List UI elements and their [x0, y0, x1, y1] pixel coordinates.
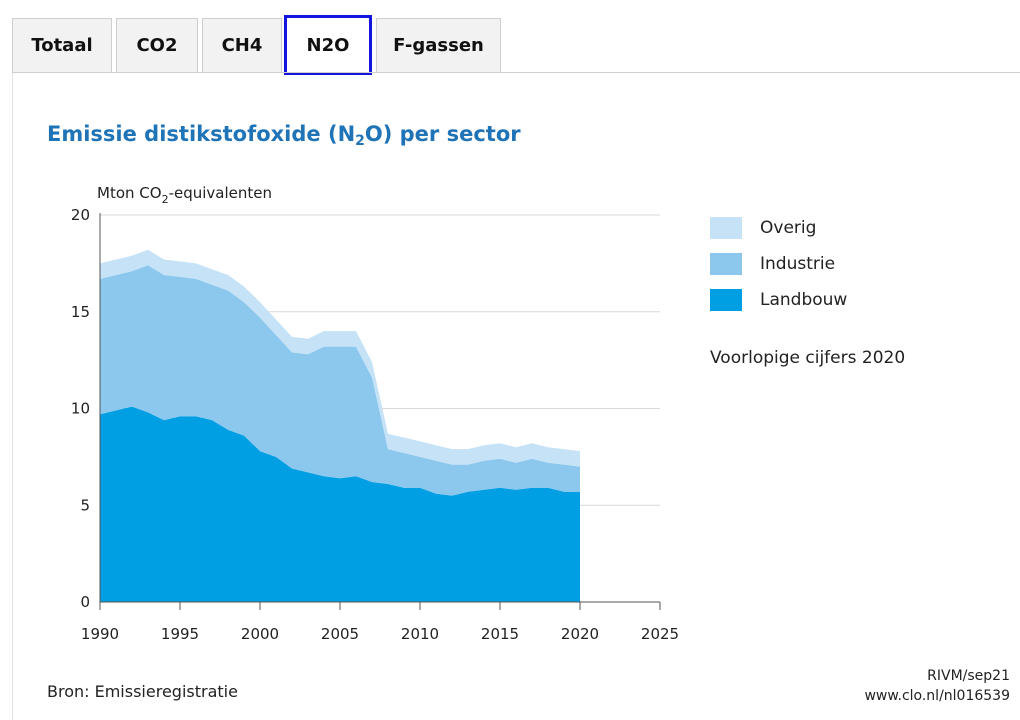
y-tick-label: 0: [80, 593, 90, 611]
x-tick-label: 2005: [321, 625, 359, 643]
tab-n2o[interactable]: N2O: [284, 15, 372, 75]
x-tick-label: 2025: [641, 625, 679, 643]
axes: 0 5 10 15 20 1990 1995 2000 2005 2010 2015 2020 2025: [71, 206, 679, 643]
area-overig: [100, 249, 580, 467]
y-tick-label: 15: [71, 303, 90, 321]
credit-line-1: RIVM/sep21: [927, 668, 1010, 684]
tab-ch4[interactable]: CH4: [202, 18, 282, 72]
legend-label-landbouw: Landbouw: [760, 290, 848, 310]
x-tick-label: 1990: [81, 625, 119, 643]
stacked-areas: [100, 249, 580, 602]
tab-underline: [12, 72, 1020, 73]
area-industrie: [100, 265, 580, 496]
tab-co2[interactable]: CO2: [116, 18, 198, 72]
legend-swatch-industrie: [710, 253, 742, 275]
area-landbouw: [100, 406, 580, 602]
panel-border: [12, 73, 13, 720]
y-unit-subscript: 2: [162, 193, 169, 206]
legend-label-overig: Overig: [760, 218, 817, 238]
credit-block: RIVM/sep21 www.clo.nl/nl016539: [864, 666, 1010, 706]
y-unit-rest: -equivalenten: [169, 184, 272, 202]
legend-item-industrie: Industrie: [710, 252, 835, 276]
source-label: Bron: Emissieregistratie: [47, 682, 238, 701]
legend-swatch-landbouw: [710, 289, 742, 311]
y-unit-text: Mton CO: [97, 184, 162, 202]
chart-title-rest: O) per sector: [364, 122, 521, 146]
y-tick-label: 5: [80, 496, 90, 514]
credit-line-2[interactable]: www.clo.nl/nl016539: [864, 688, 1010, 704]
y-tick-label: 20: [71, 206, 90, 224]
y-tick-label: 10: [71, 400, 90, 418]
x-tick-label: 2015: [481, 625, 519, 643]
tab-f-gassen[interactable]: F-gassen: [376, 18, 501, 72]
provisional-note: Voorlopige cijfers 2020: [710, 348, 906, 368]
y-axis-unit-label: Mton CO2-equivalenten: [97, 184, 272, 206]
legend-swatch-overig: [710, 217, 742, 239]
chart-title-text: Emissie distikstofoxide (N: [47, 122, 356, 146]
tab-totaal[interactable]: Totaal: [12, 18, 112, 72]
tab-bar: Totaal CO2 CH4 N2O F-gassen: [0, 0, 1020, 75]
x-tick-label: 1995: [161, 625, 199, 643]
legend-item-landbouw: Landbouw: [710, 288, 847, 312]
legend-item-overig: Overig: [710, 216, 816, 240]
chart-title-subscript: 2: [355, 133, 365, 149]
chart-title: Emissie distikstofoxide (N2O) per sector: [47, 122, 521, 149]
x-tick-label: 2020: [561, 625, 599, 643]
x-tick-label: 2010: [401, 625, 439, 643]
legend-label-industrie: Industrie: [760, 254, 836, 274]
x-tick-label: 2000: [241, 625, 279, 643]
